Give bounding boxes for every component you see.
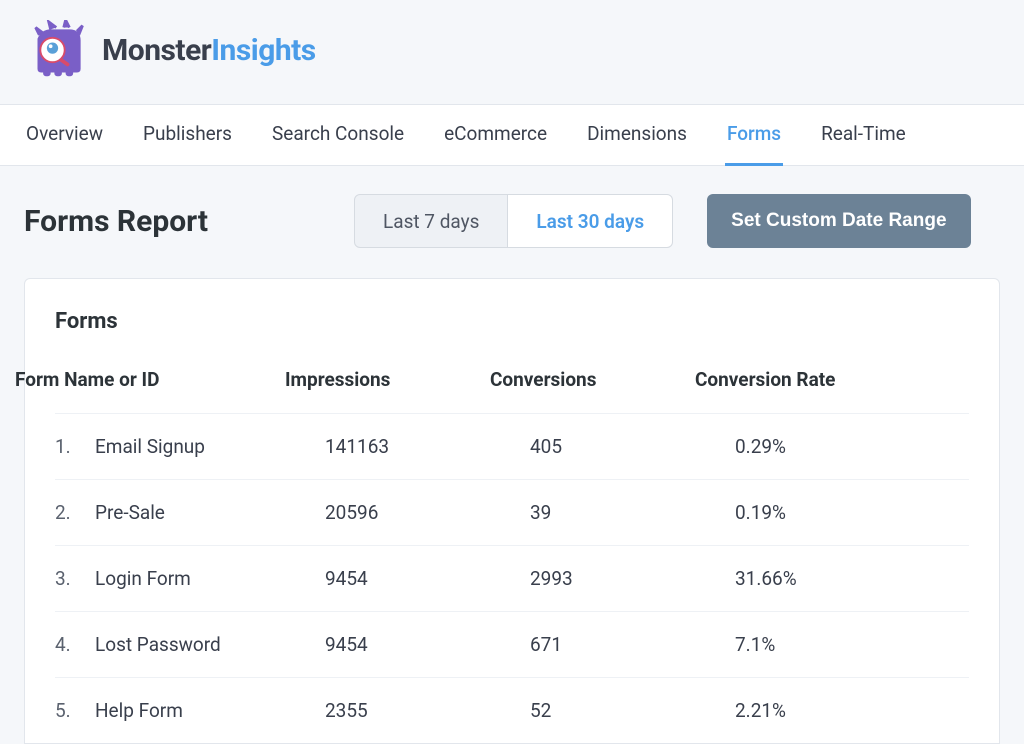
col-header-rate: Conversion Rate [695,368,969,391]
row-rate: 7.1% [735,633,969,656]
row-index: 4. [55,633,95,656]
row-impressions: 141163 [325,435,530,458]
row-conversions: 2993 [530,567,735,590]
tab-publishers[interactable]: Publishers [141,104,234,166]
row-conversions: 52 [530,699,735,722]
tab-ecommerce[interactable]: eCommerce [442,104,549,166]
tab-dimensions[interactable]: Dimensions [585,104,689,166]
row-conversions: 671 [530,633,735,656]
row-impressions: 2355 [325,699,530,722]
table-row: 5. Help Form 2355 52 2.21% [55,677,969,743]
brand-logo: MonsterInsights [30,20,994,80]
range-last-30-days[interactable]: Last 30 days [508,194,673,248]
col-header-conversions: Conversions [490,368,695,391]
table-header-row: Form Name or ID Impressions Conversions … [55,368,969,413]
set-custom-date-range-button[interactable]: Set Custom Date Range [707,194,970,248]
panel-title: Forms [55,309,969,334]
row-name: Pre-Sale [95,501,325,524]
row-name: Lost Password [95,633,325,656]
forms-panel: Forms Form Name or ID Impressions Conver… [24,278,1000,744]
tab-search-console[interactable]: Search Console [270,104,406,166]
table-row: 1. Email Signup 141163 405 0.29% [55,413,969,479]
range-last-7-days[interactable]: Last 7 days [354,194,508,248]
row-rate: 0.19% [735,501,969,524]
row-impressions: 20596 [325,501,530,524]
row-impressions: 9454 [325,633,530,656]
brand-name: MonsterInsights [102,33,316,68]
tab-forms[interactable]: Forms [725,104,783,166]
row-name: Email Signup [95,435,325,458]
row-conversions: 405 [530,435,735,458]
tab-real-time[interactable]: Real-Time [819,104,908,166]
page-title: Forms Report [24,204,354,239]
row-name: Help Form [95,699,325,722]
content: Forms Report Last 7 days Last 30 days Se… [0,166,1024,744]
row-rate: 0.29% [735,435,969,458]
brand-name-part1: Monster [102,33,211,68]
header: MonsterInsights [0,0,1024,104]
row-index: 5. [55,699,95,722]
brand-name-part2: Insights [211,33,315,68]
row-name: Login Form [95,567,325,590]
title-row: Forms Report Last 7 days Last 30 days Se… [24,194,1000,248]
row-index: 2. [55,501,95,524]
row-impressions: 9454 [325,567,530,590]
row-conversions: 39 [530,501,735,524]
tab-overview[interactable]: Overview [24,104,105,166]
forms-table: Form Name or ID Impressions Conversions … [55,368,969,743]
table-row: 3. Login Form 9454 2993 31.66% [55,545,969,611]
monster-icon [30,20,90,80]
table-row: 4. Lost Password 9454 671 7.1% [55,611,969,677]
row-index: 1. [55,435,95,458]
report-tabs: Overview Publishers Search Console eComm… [0,104,1024,166]
row-rate: 31.66% [735,567,969,590]
row-index: 3. [55,567,95,590]
col-header-impressions: Impressions [285,368,490,391]
row-rate: 2.21% [735,699,969,722]
table-row: 2. Pre-Sale 20596 39 0.19% [55,479,969,545]
date-range-toggle: Last 7 days Last 30 days [354,194,673,248]
col-header-name: Form Name or ID [15,368,285,391]
